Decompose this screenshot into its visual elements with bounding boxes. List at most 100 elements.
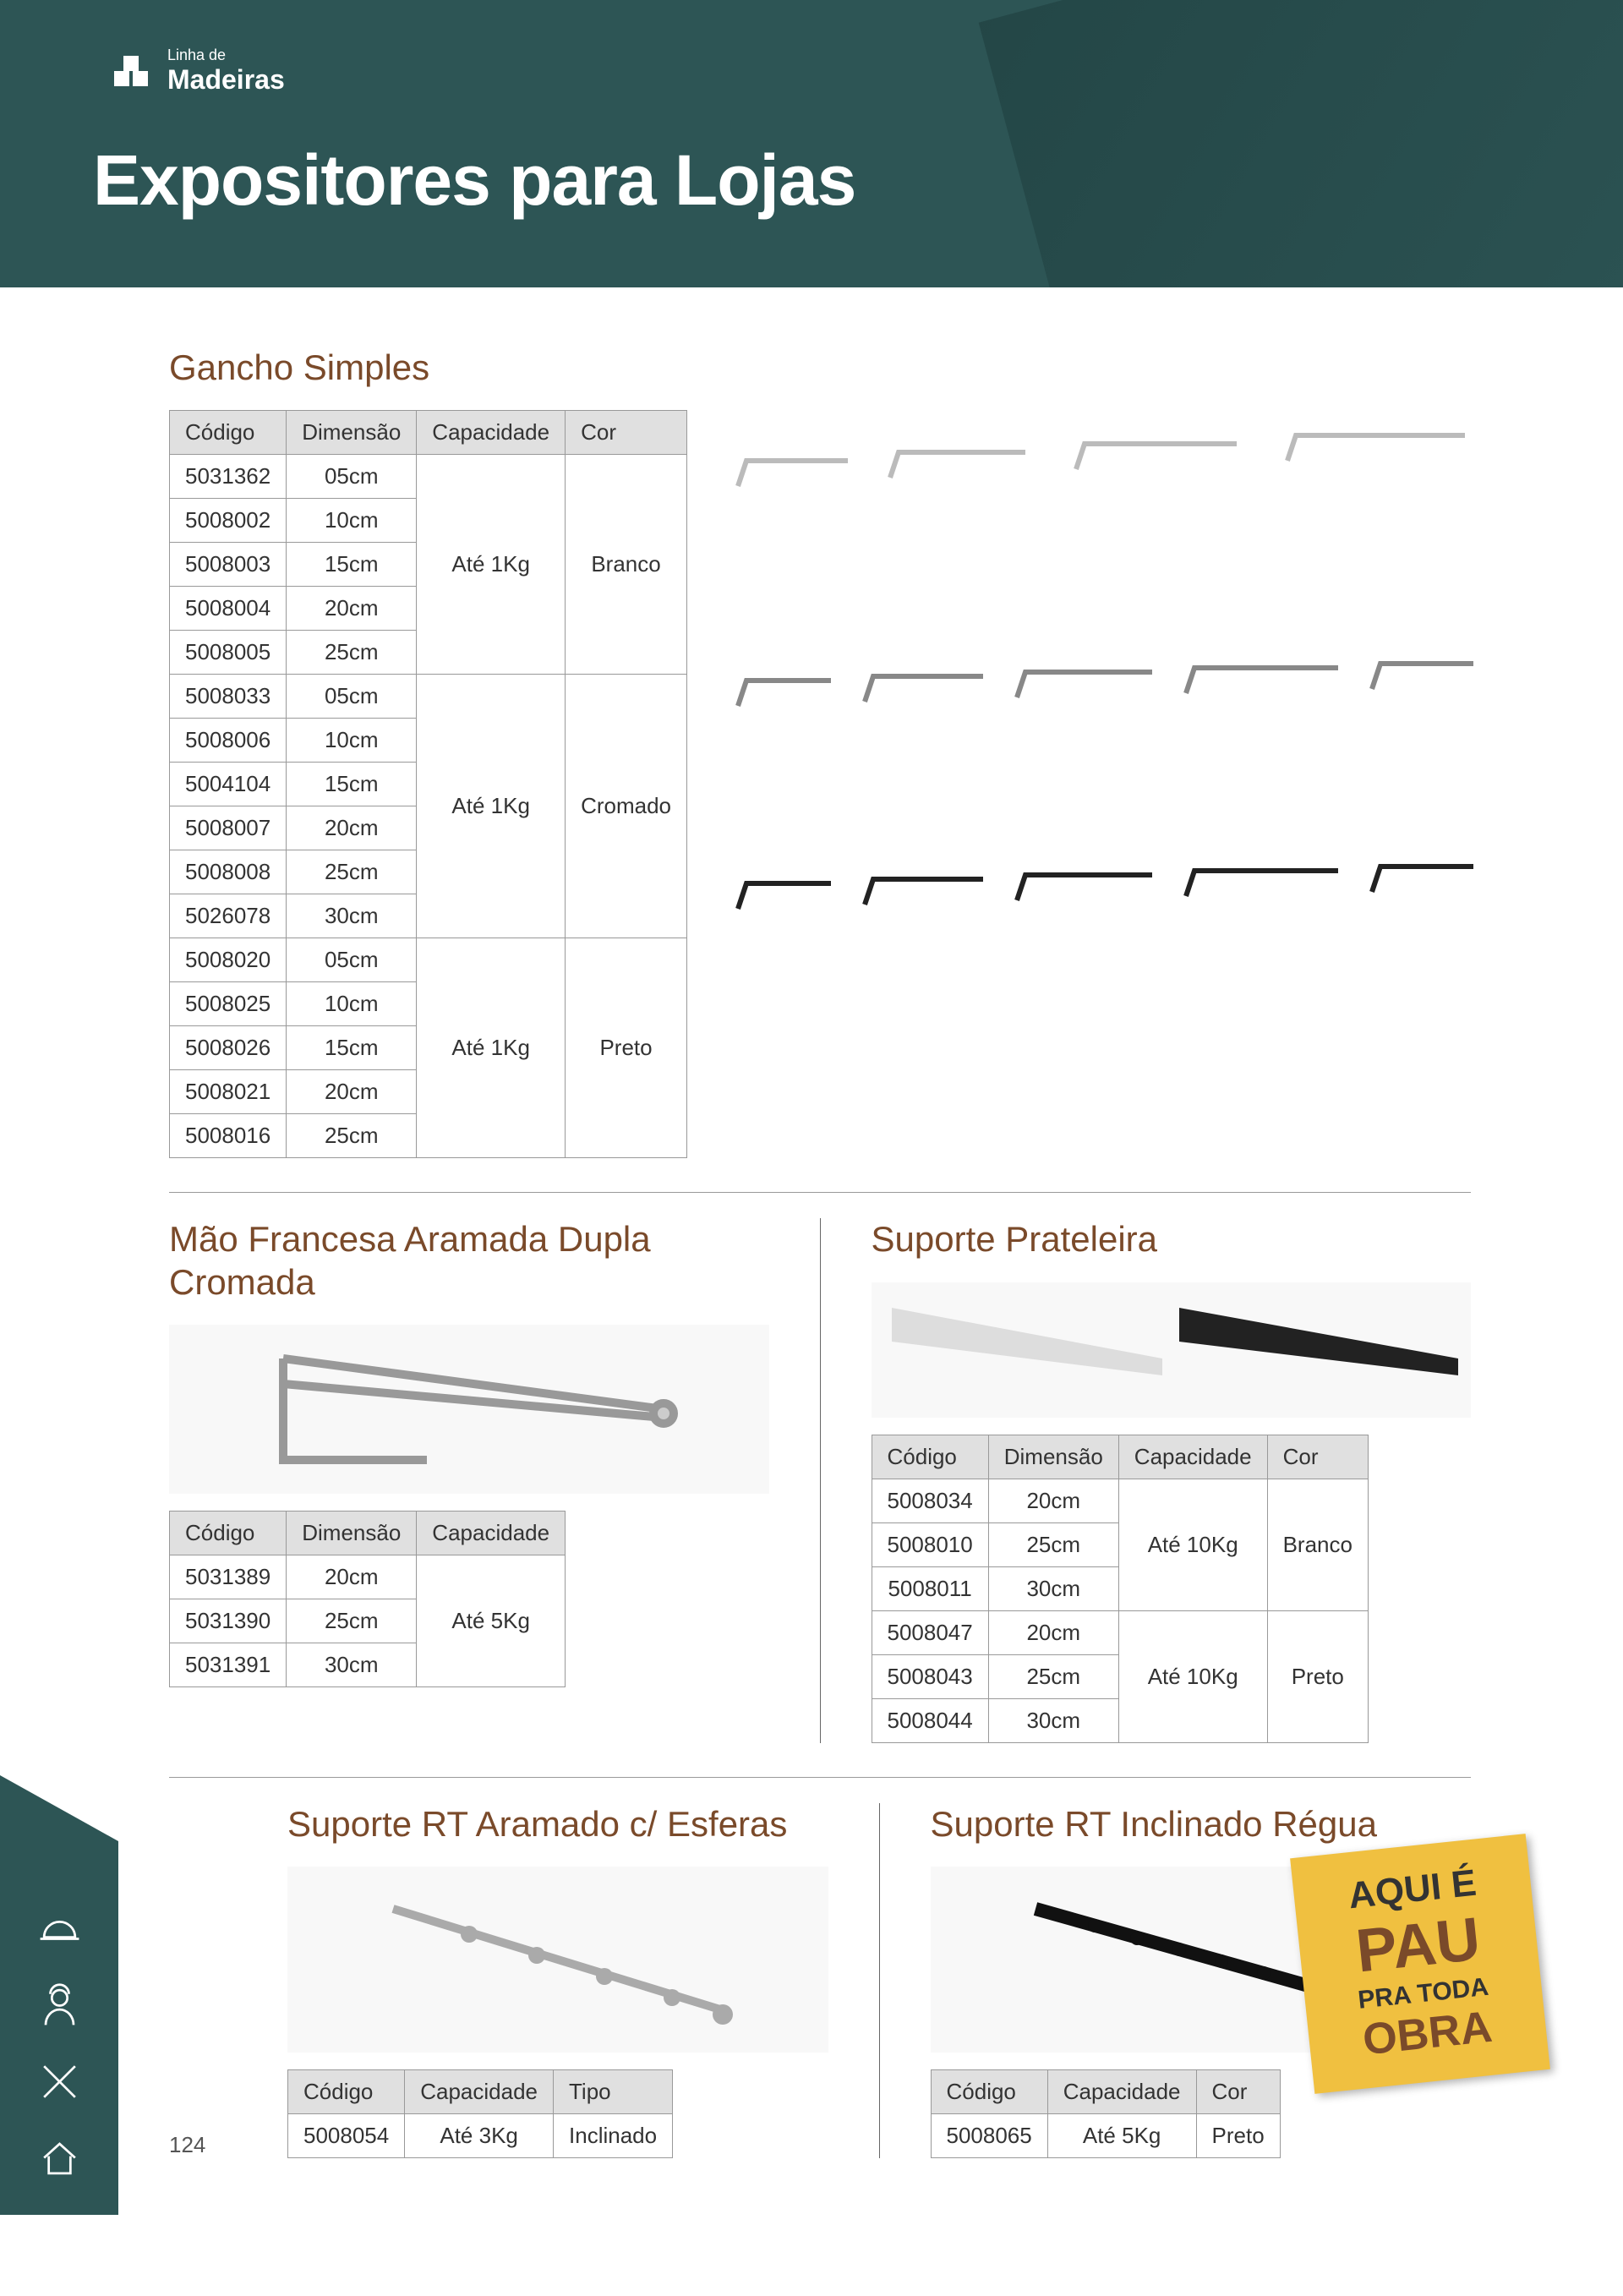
table-cell: 15cm xyxy=(287,763,417,806)
table-cell: 10cm xyxy=(287,499,417,543)
table-header: Cor xyxy=(1267,1435,1368,1479)
table-row: 503138920cmAté 5Kg xyxy=(170,1555,566,1599)
table-cell: 5008047 xyxy=(872,1610,988,1654)
table-header: Capacidade xyxy=(405,2070,554,2114)
table-cell: 5008005 xyxy=(170,631,287,675)
table-header: Dimensão xyxy=(988,1435,1118,1479)
table-cell: Branco xyxy=(566,455,687,675)
table-cell: 5031362 xyxy=(170,455,287,499)
table-header: Código xyxy=(288,2070,405,2114)
product-image-rtaramado xyxy=(287,1867,828,2053)
table-cell: 10cm xyxy=(287,719,417,763)
table-cell: 5008006 xyxy=(170,719,287,763)
table-cell: 5008021 xyxy=(170,1070,287,1114)
table-cell: 15cm xyxy=(287,1026,417,1070)
table-cell: 5008003 xyxy=(170,543,287,587)
brand: Linha de Madeiras xyxy=(110,46,285,96)
table-header: Código xyxy=(170,411,287,455)
table-cell: Até 1Kg xyxy=(417,675,566,938)
product-image-maofrancesa xyxy=(169,1325,769,1494)
page-header: Linha de Madeiras Expositores para Lojas xyxy=(0,0,1623,287)
product-image-hooks xyxy=(721,347,1482,1065)
table-cell: 30cm xyxy=(287,1643,417,1687)
table-cell: 10cm xyxy=(287,982,417,1026)
table-cell: 25cm xyxy=(988,1522,1118,1566)
sidebar-icons xyxy=(0,1775,118,2215)
table-cell: 5004104 xyxy=(170,763,287,806)
table-cell: 5008010 xyxy=(872,1522,988,1566)
table-cell: Até 10Kg xyxy=(1118,1610,1267,1742)
brand-tagline: Linha de xyxy=(167,46,285,64)
page-title: Expositores para Lojas xyxy=(93,139,855,221)
table-row: 500804720cmAté 10KgPreto xyxy=(872,1610,1368,1654)
table-cell: 20cm xyxy=(988,1610,1118,1654)
table-cell: 25cm xyxy=(287,850,417,894)
table-cell: 5008033 xyxy=(170,675,287,719)
table-cell: Até 5Kg xyxy=(417,1555,566,1687)
table-rtaramado: CódigoCapacidadeTipo5008054Até 3KgInclin… xyxy=(287,2069,673,2158)
table-cell: Inclinado xyxy=(554,2114,673,2158)
section-title-rtinclinado: Suporte RT Inclinado Régua xyxy=(931,1803,1472,1845)
sticker-line2: PAU xyxy=(1352,1905,1483,1987)
table-cell: 5008034 xyxy=(872,1479,988,1522)
table-cell: 20cm xyxy=(287,587,417,631)
section-title-rtaramado: Suporte RT Aramado c/ Esferas xyxy=(287,1803,828,1845)
table-row: 503136205cmAté 1KgBranco xyxy=(170,455,687,499)
table-header: Capacidade xyxy=(1118,1435,1267,1479)
table-cell: 5008004 xyxy=(170,587,287,631)
table-cell: 5031391 xyxy=(170,1643,287,1687)
table-cell: Cromado xyxy=(566,675,687,938)
table-cell: Até 10Kg xyxy=(1118,1479,1267,1610)
table-cell: 5008026 xyxy=(170,1026,287,1070)
section-title-gancho: Gancho Simples xyxy=(169,347,687,389)
table-cell: Até 1Kg xyxy=(417,455,566,675)
table-row: 500803305cmAté 1KgCromado xyxy=(170,675,687,719)
table-cell: 20cm xyxy=(988,1479,1118,1522)
table-header: Dimensão xyxy=(287,411,417,455)
table-cell: 30cm xyxy=(988,1698,1118,1742)
table-cell: 20cm xyxy=(287,1070,417,1114)
table-header: Capacidade xyxy=(417,411,566,455)
table-cell: 5008025 xyxy=(170,982,287,1026)
table-rtinclinado: CódigoCapacidadeCor5008065Até 5KgPreto xyxy=(931,2069,1281,2158)
product-image-prateleira xyxy=(872,1282,1472,1418)
table-cell: 5008043 xyxy=(872,1654,988,1698)
table-prateleira: CódigoDimensãoCapacidadeCor500803420cmAt… xyxy=(872,1435,1369,1743)
table-cell: 25cm xyxy=(287,631,417,675)
table-cell: 5008020 xyxy=(170,938,287,982)
table-cell: 25cm xyxy=(988,1654,1118,1698)
table-cell: 5008007 xyxy=(170,806,287,850)
table-row: 5008065Até 5KgPreto xyxy=(931,2114,1280,2158)
table-cell: Branco xyxy=(1267,1479,1368,1610)
table-cell: 15cm xyxy=(287,543,417,587)
table-cell: 30cm xyxy=(287,894,417,938)
table-cell: 20cm xyxy=(287,1555,417,1599)
section-title-prateleira: Suporte Prateleira xyxy=(872,1218,1472,1260)
table-cell: 5031390 xyxy=(170,1599,287,1643)
table-cell: 25cm xyxy=(287,1599,417,1643)
table-cell: Preto xyxy=(566,938,687,1158)
table-header: Código xyxy=(170,1512,287,1555)
table-cell: 5008002 xyxy=(170,499,287,543)
section-title-maofrancesa: Mão Francesa Aramada Dupla Cromada xyxy=(169,1218,769,1304)
table-row: 5008054Até 3KgInclinado xyxy=(288,2114,673,2158)
promo-sticker: AQUI É PAU PRA TODA OBRA xyxy=(1290,1834,1550,2094)
brand-icon xyxy=(110,50,152,92)
table-cell: Até 1Kg xyxy=(417,938,566,1158)
table-cell: Preto xyxy=(1267,1610,1368,1742)
table-gancho: CódigoDimensãoCapacidadeCor503136205cmAt… xyxy=(169,410,687,1158)
tools-icon xyxy=(36,2058,83,2105)
table-cell: Até 3Kg xyxy=(405,2114,554,2158)
table-cell: 20cm xyxy=(287,806,417,850)
table-cell: Até 5Kg xyxy=(1047,2114,1196,2158)
table-cell: 5008065 xyxy=(931,2114,1047,2158)
table-cell: 05cm xyxy=(287,455,417,499)
table-header: Capacidade xyxy=(417,1512,566,1555)
helmet-icon xyxy=(36,1906,83,1953)
table-header: Dimensão xyxy=(287,1512,417,1555)
table-header: Código xyxy=(872,1435,988,1479)
page-number: 124 xyxy=(169,2132,205,2158)
table-header: Cor xyxy=(1196,2070,1280,2114)
table-cell: 5031389 xyxy=(170,1555,287,1599)
table-cell: 25cm xyxy=(287,1114,417,1158)
